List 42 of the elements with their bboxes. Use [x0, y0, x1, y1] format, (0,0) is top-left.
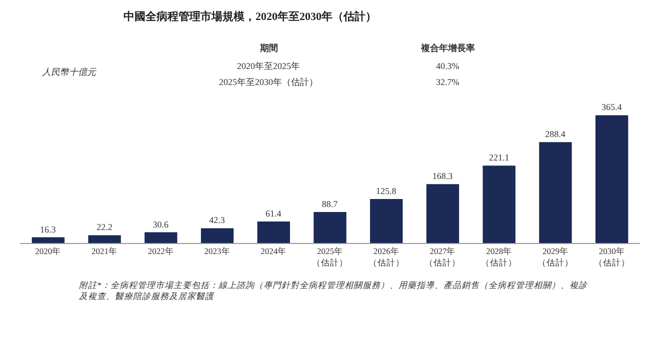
bar — [314, 212, 346, 243]
bar — [426, 184, 460, 243]
x-tick-label: 2028年（估計） — [481, 246, 518, 268]
bar — [595, 115, 628, 243]
bar — [32, 237, 65, 243]
text: 32.7% — [436, 77, 460, 87]
x-tick-label: 2027年（估計） — [424, 246, 461, 268]
data-label: 125.8 — [376, 186, 397, 196]
text: 期間 — [259, 43, 278, 53]
x-tick-label: 2021年 — [92, 246, 118, 256]
data-label: 221.1 — [488, 152, 510, 163]
text: 40.3% — [436, 61, 460, 71]
bar — [144, 232, 178, 243]
data-label: 61.4 — [266, 208, 282, 219]
bar — [370, 199, 403, 243]
x-tick-label: 2026年（估計） — [368, 246, 404, 268]
chart-title: 中國全病程管理市場規模，2020年至2030年（估計） — [124, 10, 376, 23]
bar — [482, 166, 516, 243]
x-tick-label: 2024年 — [260, 246, 287, 256]
x-tick-label: 2030年（估計） — [594, 246, 630, 268]
x-tick-label: 2025年（估計） — [312, 246, 348, 268]
data-label: 30.6 — [152, 219, 170, 230]
data-label: 288.4 — [545, 129, 566, 140]
text: 人民幣十億元 — [41, 67, 97, 77]
text: 附註*：全病程管理市場主要包括：線上諮詢（專門針對全病程管理相關服務）、用藥指導、產品銷售（全病程管理相關）、複診及複查、醫療陪診服務及居家醫護 — [78, 280, 588, 302]
text: 2025年至2030年（估計） — [219, 77, 318, 87]
text: 複合年增長率 — [420, 43, 475, 53]
x-tick-label: 2023年 — [204, 246, 230, 256]
bar — [257, 222, 290, 243]
data-label: 16.3 — [40, 224, 56, 234]
data-label: 365.4 — [601, 102, 622, 112]
data-label: 42.3 — [209, 215, 226, 226]
data-label: 168.3 — [432, 171, 454, 182]
text: 2020年至2025年 — [237, 61, 300, 71]
bar — [539, 142, 572, 243]
data-label: 22.2 — [96, 222, 112, 232]
x-tick-label: 2022年 — [148, 246, 174, 256]
data-label: 88.7 — [322, 198, 338, 209]
bar — [88, 235, 121, 243]
x-tick-label: 2029年（估計） — [537, 246, 574, 268]
bar — [200, 228, 234, 243]
x-tick-label: 2020年 — [35, 246, 62, 256]
